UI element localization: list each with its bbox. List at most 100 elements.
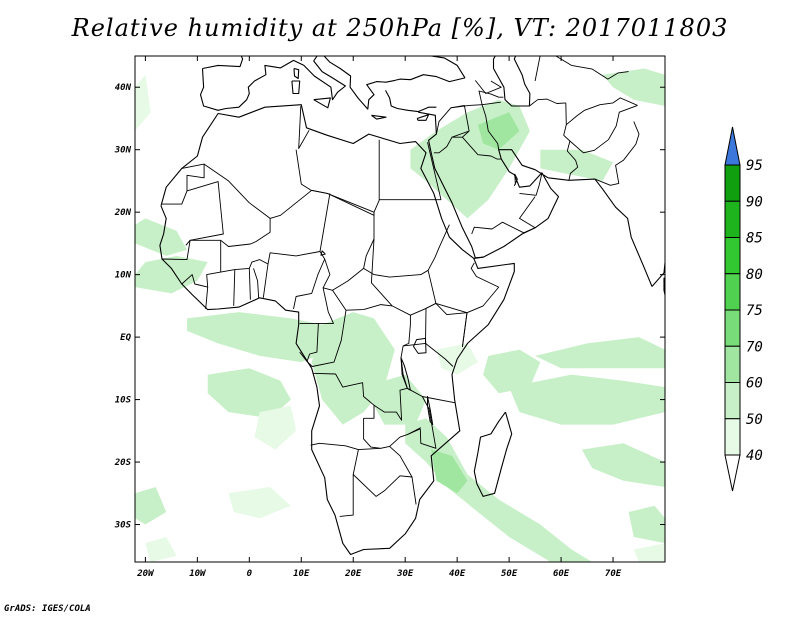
balkans: [323, 56, 466, 110]
mediterranean-north: [202, 56, 244, 70]
country-border-49: [594, 121, 640, 186]
colorbar-label: 60: [746, 376, 763, 392]
cyprus: [416, 114, 430, 121]
country-border-48: [569, 104, 638, 154]
country-border-32: [407, 387, 437, 449]
humid-region-15: [477, 112, 520, 150]
colorbar-swatch: [724, 164, 741, 202]
lat-tick-label: 10N: [115, 271, 132, 281]
country-border-44: [513, 173, 518, 187]
country-border-22: [306, 323, 319, 362]
humid-region-8: [431, 449, 468, 494]
country-border-15: [298, 105, 310, 149]
africa-coast: [159, 104, 515, 556]
colorbar-swatch: [724, 309, 741, 347]
colorbar-label: 80: [746, 267, 763, 283]
grads-credit: GrADS: IGES/COLA: [4, 604, 91, 614]
longitude-axis: 20W 10W 0 10E 20E 30E 40E 50E 60E 70E: [136, 56, 622, 579]
lon-tick-label: 0: [247, 569, 253, 579]
country-border-1: [161, 163, 205, 205]
colorbar-swatch: [724, 382, 741, 420]
colorbar-swatch: [724, 273, 741, 311]
lake-0: [413, 337, 427, 354]
humid-region-9: [483, 349, 541, 394]
colorbar-label: 50: [746, 412, 763, 428]
colorbar-label: 75: [746, 303, 763, 319]
country-border-30: [435, 262, 500, 316]
lat-tick-label: 20N: [114, 208, 132, 218]
country-border-12: [322, 139, 380, 291]
humid-region-23: [633, 543, 665, 562]
country-border-19: [332, 290, 393, 311]
coastlines: [159, 56, 665, 556]
country-border-9: [253, 268, 260, 299]
humid-region-10: [509, 374, 665, 425]
sri-lanka: [663, 277, 665, 298]
lake-2: [427, 396, 434, 426]
sardinia: [291, 80, 301, 95]
humid-region-6: [363, 374, 426, 425]
country-border-20: [299, 287, 334, 324]
lon-tick-label: 10E: [293, 569, 310, 579]
lon-tick-label: 70E: [605, 569, 622, 579]
colorbar-top-arrow: [724, 126, 741, 166]
humid-region-0: [135, 218, 187, 256]
country-border-31: [461, 312, 468, 348]
country-border-10: [262, 263, 269, 298]
red-sea-gulf: [473, 256, 484, 259]
country-border-7: [233, 269, 236, 306]
country-border-40: [462, 130, 470, 138]
country-border-26: [352, 474, 417, 505]
country-border-35: [407, 428, 421, 436]
country-border-50: [529, 98, 566, 107]
humid-region-16: [540, 149, 613, 181]
humid-region-17: [602, 68, 665, 106]
lon-tick-label: 60E: [553, 569, 570, 579]
country-border-13: [295, 149, 375, 216]
country-border-36: [427, 142, 442, 200]
humid-region-19: [145, 537, 177, 562]
country-border-18: [363, 268, 429, 278]
lake-1: [400, 357, 411, 391]
lake-3: [320, 250, 326, 256]
lat-tick-label: EQ: [120, 333, 131, 343]
country-border-11: [293, 251, 326, 310]
colorbar-swatch: [724, 418, 741, 456]
humid-region-12: [581, 443, 665, 487]
crete: [371, 114, 387, 120]
lat-tick-label: 20S: [114, 458, 132, 468]
lat-tick-label: 30S: [114, 521, 132, 531]
sicily: [313, 97, 331, 109]
corsica: [293, 67, 300, 80]
colorbar: 40 50 60 70 75 80 85 90 95: [724, 126, 763, 492]
chart-title: Relative humidity at 250hPa [%], VT: 201…: [71, 14, 729, 42]
country-border-2: [185, 181, 224, 246]
humid-region-3: [207, 368, 291, 419]
humid-region-18: [135, 487, 167, 525]
humidity-shading: [135, 68, 665, 562]
lon-tick-label: 40E: [449, 569, 466, 579]
anatolia-south: [385, 90, 437, 113]
country-border-41: [478, 90, 504, 105]
humid-region-13: [628, 505, 665, 544]
iberia: [199, 56, 346, 111]
country-border-34: [389, 446, 413, 478]
humid-region-20: [228, 487, 291, 519]
country-border-52: [474, 80, 502, 94]
country-border-39: [450, 104, 470, 138]
lat-tick-label: 30N: [114, 146, 132, 156]
lat-tick-label: 10S: [115, 396, 132, 406]
humid-region-21: [135, 74, 151, 131]
colorbar-swatch: [724, 345, 741, 383]
country-border-51: [534, 56, 629, 82]
latitude-axis: 40N 30N 20N 10N EQ 10S 20S 30S: [114, 83, 665, 531]
country-border-25: [339, 449, 359, 517]
country-border-42: [482, 101, 501, 106]
lon-tick-label: 30E: [396, 569, 414, 579]
country-border-8: [248, 268, 251, 300]
humid-region-2: [187, 312, 333, 363]
country-border-5: [181, 274, 209, 310]
colorbar-swatch: [724, 200, 741, 238]
plot-frame: [134, 55, 666, 563]
